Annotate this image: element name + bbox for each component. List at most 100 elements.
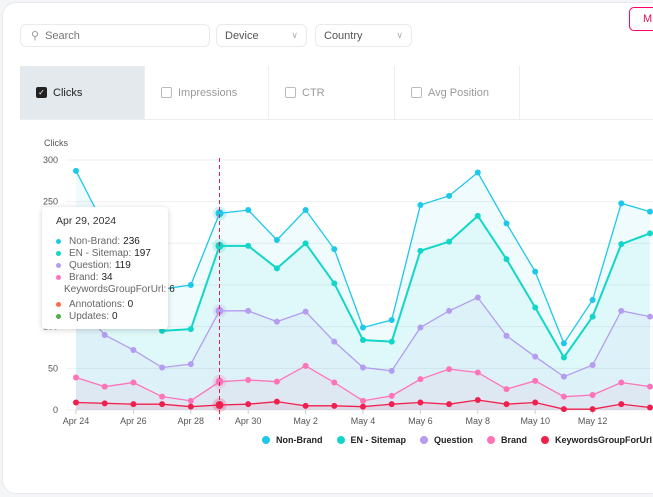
action-button[interactable]: M [629, 7, 653, 31]
data-point [273, 378, 280, 385]
data-point [360, 337, 366, 343]
data-point [130, 379, 137, 386]
data-point [273, 318, 280, 325]
data-point [245, 307, 252, 314]
data-point [159, 393, 166, 400]
data-point [589, 392, 596, 398]
tab-impressions[interactable]: Impressions [145, 66, 269, 119]
x-tick-label: Apr 26 [120, 416, 147, 426]
tab-clicks[interactable]: ✓ Clicks [20, 66, 145, 119]
tooltip-row: Non-Brand: 236 [56, 235, 168, 247]
data-point [245, 207, 252, 213]
data-point [331, 379, 338, 386]
tooltip-row: Question: 119 [56, 259, 168, 271]
data-point [446, 238, 453, 245]
data-point [187, 361, 194, 368]
data-point [187, 282, 194, 288]
data-point [130, 401, 137, 408]
legend-item[interactable]: Question [420, 435, 473, 445]
data-point [215, 306, 224, 315]
device-dropdown[interactable]: Device ∨ [216, 24, 307, 47]
y-tick-label: 50 [48, 363, 58, 373]
data-point [388, 392, 395, 399]
data-point [503, 220, 510, 227]
legend-dot-icon [541, 436, 550, 444]
data-point [302, 207, 309, 213]
tab-ctr[interactable]: CTR [269, 66, 395, 119]
checkbox-icon[interactable] [411, 87, 422, 98]
series-dot-icon [56, 301, 61, 307]
country-dropdown[interactable]: Country ∨ [315, 24, 412, 47]
tooltip-row: KeywordsGroupForUrl: 6 [64, 283, 175, 295]
x-tick-label: May 6 [408, 416, 433, 426]
data-point [331, 280, 338, 287]
data-point [589, 406, 596, 413]
tab-avg-position[interactable]: Avg Position [395, 66, 520, 119]
chart-legend: Non-Brand EN - Sitemap Question Brand Keywor… [262, 435, 652, 445]
data-point [503, 256, 510, 263]
data-point [187, 326, 194, 333]
data-point [647, 313, 653, 320]
checkbox-icon[interactable] [161, 87, 172, 98]
data-point [388, 317, 395, 323]
data-point [101, 383, 108, 390]
legend-item[interactable]: EN - Sitemap [336, 435, 406, 445]
checkbox-checked-icon[interactable]: ✓ [36, 87, 47, 98]
data-point [532, 268, 539, 275]
x-tick-label: May 2 [293, 416, 318, 426]
data-point [245, 401, 252, 408]
y-tick-label: 250 [43, 197, 58, 207]
data-point [302, 362, 309, 369]
tooltip-row: Annotations: 0 [56, 298, 168, 310]
data-point [331, 338, 338, 345]
legend-item[interactable]: Brand [487, 435, 527, 445]
data-point [187, 397, 194, 404]
tooltip-row: Updates: 0 [56, 310, 168, 322]
chart-tooltip: Apr 29, 2024 Non-Brand: 236 EN - Sitemap: 1… [42, 207, 175, 329]
data-point [159, 327, 166, 334]
data-point [130, 347, 137, 353]
legend-item[interactable]: Non-Brand [262, 435, 323, 445]
data-point [360, 324, 366, 331]
x-tick-label: May 4 [351, 416, 376, 426]
tooltip-date: Apr 29, 2024 [56, 215, 117, 227]
data-point [560, 340, 567, 347]
data-point [331, 402, 338, 409]
data-point [532, 377, 539, 384]
chevron-down-icon: ∨ [291, 30, 298, 40]
legend-dot-icon [336, 436, 345, 444]
data-point [417, 247, 424, 254]
x-tick-label: May 12 [578, 416, 608, 426]
data-point [560, 406, 567, 413]
tooltip-row: EN - Sitemap: 197 [56, 247, 168, 259]
data-point [215, 209, 224, 218]
data-point [532, 399, 539, 406]
x-tick-label: May 10 [520, 416, 550, 426]
data-point [273, 398, 280, 405]
data-point [245, 242, 252, 249]
legend-item[interactable]: KeywordsGroupForUrl [541, 435, 652, 445]
data-point [560, 373, 567, 380]
search-input[interactable]: ⚲ Search [20, 24, 210, 47]
data-point [360, 403, 366, 410]
data-point [446, 401, 453, 408]
data-point [417, 324, 424, 331]
data-point [618, 200, 625, 207]
data-point [446, 192, 453, 199]
data-point [647, 208, 653, 215]
data-point [388, 338, 395, 345]
data-point [417, 399, 424, 406]
data-point [446, 307, 453, 314]
data-point [388, 367, 395, 374]
x-tick-label: Apr 28 [178, 416, 205, 426]
data-point [187, 403, 194, 410]
data-point [474, 397, 481, 403]
data-point [647, 404, 653, 411]
data-point [302, 402, 309, 409]
data-point [589, 362, 596, 368]
data-point [560, 393, 567, 400]
legend-dot-icon [420, 436, 429, 444]
checkbox-icon[interactable] [285, 87, 296, 98]
data-point [474, 294, 481, 301]
search-icon: ⚲ [31, 30, 40, 42]
